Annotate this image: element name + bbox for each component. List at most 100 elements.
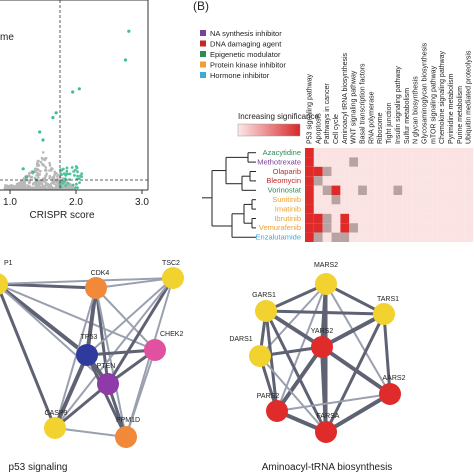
network-edge [0,285,109,385]
pathway-label: Aminoacyl tRNA biosynthesis [342,52,349,144]
heatmap-cell [384,185,394,195]
hit-cluster-point [76,170,79,174]
x-axis-label: CRISPR score [29,210,94,221]
heatmap-cell [305,213,314,224]
heatmap-cell [313,148,323,158]
heatmap-cell [358,213,367,224]
heatmap-cell [420,148,429,158]
heatmap-cell [411,185,421,195]
background-point [7,184,11,188]
heatmap-cell [305,148,314,158]
network-edge [264,309,328,434]
heatmap-cell [446,195,456,205]
network-edge [320,345,328,434]
legend-label: Hormone inhibitor [210,71,270,80]
hit-cluster-point [74,168,77,172]
network-edge [54,427,127,438]
pathway-column-labels: P53 signaling pathway Apoptosis Pathways i… [306,42,472,144]
network-node-label: CHEK2 [160,331,183,338]
heatmap-cell [437,148,447,158]
hit-cluster-point [65,169,69,173]
drug-class-legend: NA synthesis inhibitor DNA damaging agent… [200,29,286,80]
hit-cluster-point [62,167,65,171]
network-edge [95,287,156,351]
network-node [76,344,98,366]
pathway-label: Ubiquitin mediated proteolysis [466,50,473,144]
heatmap-cell [366,148,376,158]
heatmap-cell [393,148,403,158]
network-node [311,336,333,358]
drug-label: Vemurafenib [259,223,301,232]
heatmap-cell [402,148,412,158]
drug-row-labels: AzacytidineMethotrexateOlaparibBleomycin… [256,148,302,242]
heatmap-cell [455,148,465,158]
trna-network: MARS2 GARS1 TARS1 YARS2 DARS1 AARS2 PARS2 FARSA… [229,262,405,473]
pathway-label: Ribosome [377,112,384,144]
heatmap-cell [402,213,412,224]
heatmap-cell [358,157,367,167]
heatmap-cell [455,157,465,167]
heatmap-cell [464,148,474,158]
heatmap-cell [375,195,385,205]
background-point [62,187,66,190]
heatmap-cell [349,176,359,186]
pathway-label: Pyrimidine metabolism [448,73,455,144]
heatmap-cell [313,223,323,233]
hit-cluster-point [71,183,75,187]
heatmap-cell [464,232,474,242]
network-edge [95,287,127,438]
heatmap-cell [464,157,474,167]
pathway-label: Insulin signaling pathway [395,66,402,144]
network-edge [320,345,392,396]
p53-network-nodes: P1 CDK4 TSC2 TP53 CHEK2 PTEN CASP9 PPM1D [0,260,184,448]
background-point [22,180,26,184]
heatmap-cell [402,185,412,195]
network-edge [382,312,392,396]
drug-label: Azacytidine [263,148,301,157]
pathway-label: Sulfur metabolism [404,88,411,144]
heatmap-cell [358,232,367,242]
heatmap-cell [464,223,474,233]
heatmap-cell [366,223,376,233]
heatmap-cell [375,157,385,167]
background-point [29,175,32,179]
heatmap-cell [375,166,385,177]
background-point [5,185,8,188]
network-edge [276,393,391,412]
network-node-label: CDK4 [91,270,110,277]
hit-point [51,116,55,120]
network-node [144,339,166,361]
hit-cluster-point [64,184,68,188]
background-point [48,161,51,165]
network-node-label: YARS2 [311,328,334,335]
network-node [379,383,401,405]
heatmap-cell [313,157,323,167]
hit-cluster-point [75,182,78,186]
hit-cluster-point [64,177,67,181]
heatmap-cell [340,176,350,186]
network-node-label: MARS2 [314,262,338,269]
heatmap-cell [340,166,350,177]
pathway-label: Tight junction [386,103,393,144]
legend-label: Protein kinase inhibitor [210,61,286,70]
network-node-label: TARS1 [377,296,399,303]
pathway-label: Apoptosis [315,113,322,144]
trna-network-title: Aminoacyl-tRNA biosynthesis [262,462,393,473]
heatmap-cell [305,185,314,195]
heatmap-cell [358,166,367,177]
panel-b-label: (B) [193,0,209,13]
heatmap-cell [464,166,474,177]
network-edge [85,353,128,439]
heatmap-cell [358,195,367,205]
heatmap-cell [349,232,359,242]
network-edge [325,283,391,395]
background-point [28,180,32,184]
heatmap-cell [402,195,412,205]
heatmap-cell [393,185,403,195]
heatmap-cell [331,232,341,242]
heatmap-cell [384,176,394,186]
background-point [21,182,24,186]
hit-cluster-point [74,165,78,168]
heatmap-cell [340,204,350,214]
